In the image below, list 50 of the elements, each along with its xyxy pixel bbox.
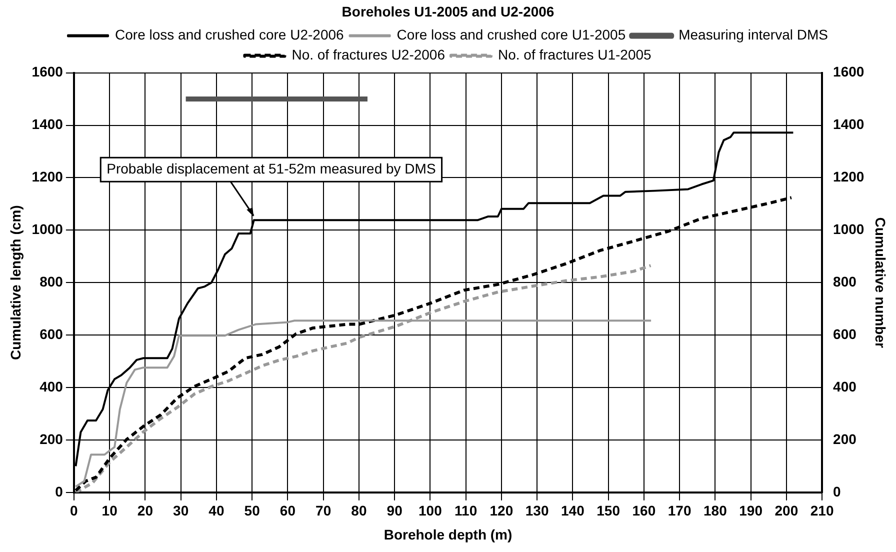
x-tick-label: 70	[316, 502, 332, 519]
y-tick-label: 600	[40, 326, 64, 342]
legend-label: Core loss and crushed core U1-2005	[396, 26, 626, 43]
y-tick-label: 200	[40, 430, 64, 447]
annotation: Probable displacement at 51-52m measured by DMS	[106, 160, 436, 177]
x-tick-label: 0	[70, 502, 78, 519]
x-tick-label: 90	[386, 502, 403, 519]
y2-tick-label: 800	[833, 273, 857, 290]
legend-label: No. of fractures U1-2005	[498, 46, 652, 63]
y2-tick-label: 400	[833, 378, 857, 394]
x-tick-label: 120	[490, 502, 514, 519]
x-tick-label: 130	[525, 502, 549, 519]
x-tick-label: 50	[244, 502, 260, 519]
x-tick-label: 30	[173, 502, 189, 519]
legend-label: No. of fractures U2-2006	[292, 46, 446, 63]
x-tick-label: 10	[102, 502, 118, 519]
x-tick-label: 160	[632, 502, 656, 519]
x-tick-label: 80	[351, 502, 367, 519]
x-tick-label: 20	[137, 502, 154, 519]
y-tick-label: 800	[40, 273, 64, 290]
x-tick-label: 60	[280, 502, 296, 519]
x-tick-label: 140	[561, 502, 585, 519]
y2-tick-label: 0	[833, 483, 842, 500]
legend-label: Measuring interval DMS	[678, 26, 828, 43]
x-tick-label: 100	[418, 502, 442, 519]
y-tick-label: 1000	[32, 221, 64, 238]
y2-tick-label: 600	[833, 326, 857, 342]
y2-tick-label: 1000	[833, 221, 864, 238]
chart-title: Boreholes U1-2005 and U2-2006	[342, 3, 554, 20]
x-axis-title: Borehole depth (m)	[384, 526, 512, 542]
x-tick-label: 180	[704, 502, 728, 519]
x-tick-label: 150	[596, 502, 620, 519]
y-tick-label: 0	[55, 483, 64, 500]
y-tick-label: 1200	[32, 168, 64, 185]
y-tick-label: 1400	[32, 116, 64, 132]
y2-tick-label: 1600	[833, 64, 864, 80]
y-tick-label: 400	[40, 378, 64, 394]
y2-tick-label: 1200	[833, 168, 864, 185]
y2-tick-label: 200	[833, 430, 857, 447]
x-tick-label: 40	[208, 502, 224, 519]
x-tick-label: 210	[810, 502, 834, 519]
x-tick-label: 200	[774, 502, 798, 519]
legend-label: Core loss and crushed core U2-2006	[115, 26, 344, 43]
y-axis-title: Cumulative length (cm)	[7, 205, 24, 360]
x-tick-label: 110	[454, 502, 478, 519]
x-tick-label: 170	[668, 502, 692, 519]
y-tick-label: 1600	[32, 64, 64, 80]
y2-tick-label: 1400	[833, 116, 864, 132]
y2-axis-title: Cumulative number	[872, 217, 889, 348]
x-tick-label: 190	[739, 502, 763, 519]
